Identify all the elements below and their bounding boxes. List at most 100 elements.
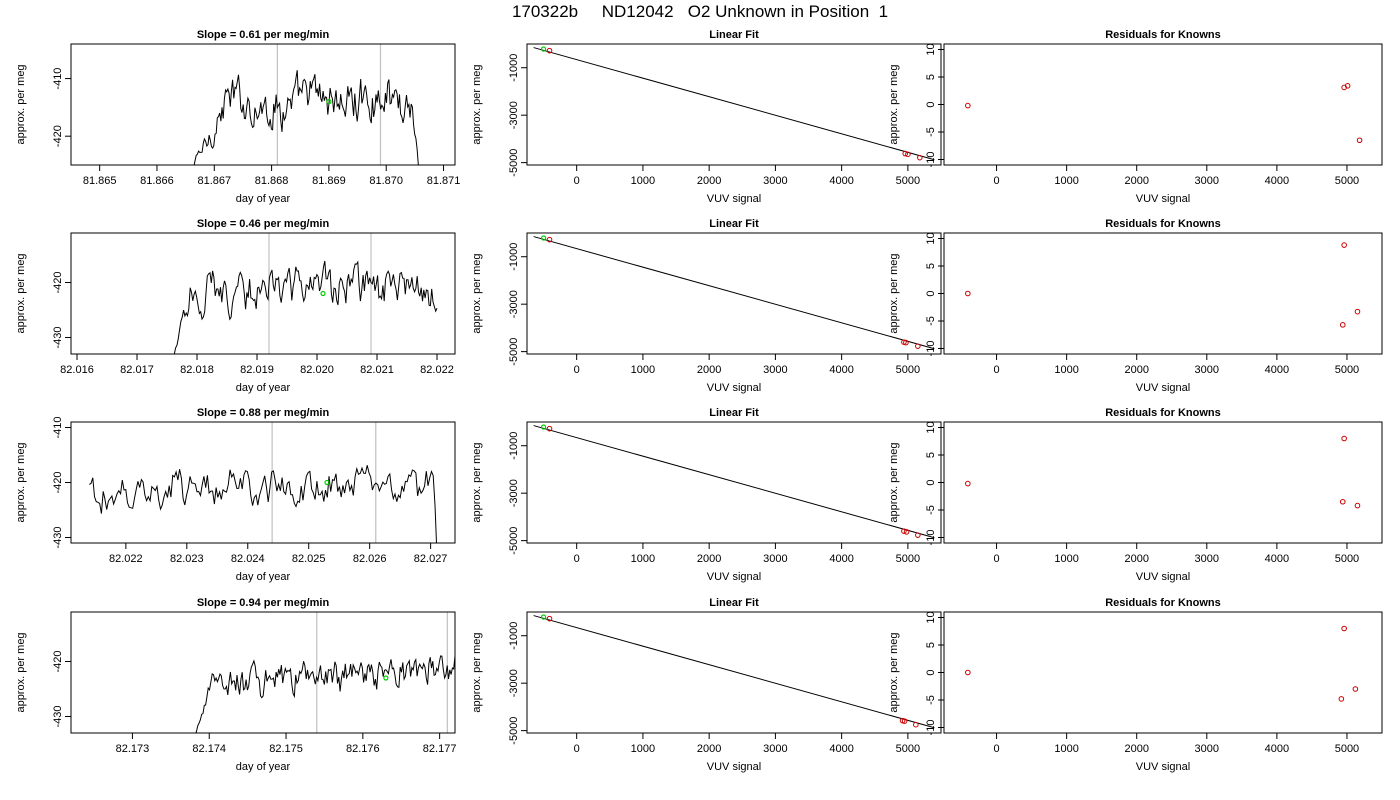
unknown-marker: [383, 675, 389, 681]
x-tick-label: 5000: [896, 743, 920, 755]
plot-area: [195, 612, 455, 733]
known-point: [901, 528, 907, 534]
unknown-point: [540, 235, 547, 241]
x-tick-label: 82.024: [231, 553, 265, 565]
known-point: [915, 532, 921, 538]
y-tick-label: -5: [925, 316, 937, 326]
y-tick-label: -5000: [508, 527, 520, 555]
series-trace: [89, 465, 437, 543]
panel-r2-c1: Slope = 0.46 per meg/min 82.016 82.017 82.0…: [15, 218, 456, 394]
x-tick-label: 81.865: [83, 175, 117, 187]
x-tick-label: 0: [574, 743, 580, 755]
figure-title: 170322b ND12042 O2 Unknown in Position 1: [511, 2, 889, 21]
x-tick-label: 2000: [697, 553, 721, 565]
known-point: [1338, 696, 1345, 702]
y-tick-label: -410: [52, 68, 64, 90]
plot-frame: [943, 43, 1383, 166]
x-tick-label: 82.016: [60, 364, 94, 376]
y-tick-label: -5000: [508, 338, 520, 366]
plot-area: [89, 422, 437, 543]
known-point: [903, 529, 910, 535]
x-tick-label: 82.173: [116, 743, 150, 755]
plot-area: [193, 44, 419, 165]
panel-r4-c2: Linear Fit 0 1000 2000 3000 4000 5000 -1000 -300…: [471, 597, 942, 773]
x-tick-label: 4000: [829, 364, 853, 376]
y-tick-label: -430: [52, 526, 64, 548]
y-tick-label: -3000: [508, 290, 520, 318]
plot-frame: [70, 43, 456, 166]
y-tick-label: -3000: [508, 479, 520, 507]
x-tick-label: 82.027: [414, 553, 448, 565]
x-tick-label: 1000: [631, 364, 655, 376]
panel-r4-c1: Slope = 0.94 per meg/min 82.173 82.174 82.1…: [15, 597, 456, 773]
x-tick-label: 1000: [1054, 364, 1078, 376]
x-tick-label: 82.022: [109, 553, 143, 565]
panel-r3-c1: Slope = 0.88 per meg/min 82.022 82.023 82.0…: [15, 407, 456, 583]
fit-line: [533, 47, 935, 161]
known-point: [965, 102, 971, 109]
series-trace: [195, 655, 455, 733]
y-axis-label: approx. per meg: [15, 442, 27, 522]
x-tick-label: 82.019: [240, 364, 274, 376]
y-tick-label: -5000: [508, 149, 520, 177]
plot-area: [965, 83, 1363, 144]
x-axis-label: VUV signal: [707, 571, 761, 583]
fit-line: [533, 236, 935, 350]
x-tick-label: 2000: [697, 175, 721, 187]
plot-frame: [526, 43, 942, 166]
known-point: [1352, 686, 1359, 692]
x-axis-label: VUV signal: [1136, 382, 1190, 394]
plot-frame: [70, 611, 456, 734]
x-tick-label: 3000: [1195, 175, 1219, 187]
plot-frame: [526, 421, 942, 544]
x-tick-label: 5000: [1335, 553, 1359, 565]
x-tick-label: 81.866: [140, 175, 174, 187]
panel-title: Linear Fit: [709, 218, 759, 230]
x-tick-label: 2000: [1124, 553, 1148, 565]
x-tick-label: 3000: [763, 364, 787, 376]
x-tick-label: 81.867: [197, 175, 231, 187]
panel-title: Residuals for Knowns: [1105, 218, 1221, 230]
x-tick-label: 3000: [1195, 364, 1219, 376]
y-tick-label: 10: [925, 232, 937, 244]
y-tick-label: -420: [52, 650, 64, 672]
x-tick-label: 0: [993, 743, 999, 755]
known-point: [905, 151, 911, 158]
plot-area: [533, 424, 935, 539]
y-tick-label: 0: [925, 479, 937, 485]
x-tick-label: 4000: [829, 743, 853, 755]
known-point: [965, 480, 971, 487]
x-axis-label: VUV signal: [707, 382, 761, 394]
known-point: [1339, 322, 1346, 328]
series-trace: [193, 70, 419, 165]
y-tick-label: -5000: [508, 717, 520, 745]
plot-area: [173, 233, 438, 354]
plot-frame: [943, 611, 1383, 734]
x-tick-label: 81.870: [369, 175, 403, 187]
plot-frame: [943, 232, 1383, 355]
unknown-marker: [326, 99, 332, 105]
panel-r3-c2: Linear Fit 0 1000 2000 3000 4000 5000 -1000 -300…: [471, 407, 942, 583]
x-tick-label: 82.177: [423, 743, 457, 755]
x-tick-label: 2000: [1124, 175, 1148, 187]
y-axis-label: approx. per meg: [888, 442, 900, 522]
panel-title: Slope = 0.46 per meg/min: [197, 218, 330, 230]
unknown-marker: [320, 290, 326, 297]
plot-area: [965, 242, 1361, 328]
panel-title: Linear Fit: [709, 597, 759, 609]
x-axis-label: VUV signal: [1136, 571, 1190, 583]
fit-line: [533, 425, 935, 539]
panel-r1-c1: Slope = 0.61 per meg/min 81.865 81.866 81.8…: [15, 29, 460, 205]
known-point: [901, 718, 908, 724]
panel-title: Residuals for Knowns: [1105, 597, 1221, 609]
known-point: [1341, 242, 1347, 248]
known-point: [546, 425, 553, 432]
x-axis-label: day of year: [236, 193, 291, 205]
known-point: [1341, 625, 1347, 632]
y-tick-label: -420: [52, 271, 64, 293]
x-tick-label: 82.174: [192, 743, 226, 755]
plot-frame: [526, 232, 942, 355]
x-tick-label: 82.018: [180, 364, 214, 376]
y-tick-label: -1000: [508, 243, 520, 271]
unknown-point: [540, 614, 547, 620]
